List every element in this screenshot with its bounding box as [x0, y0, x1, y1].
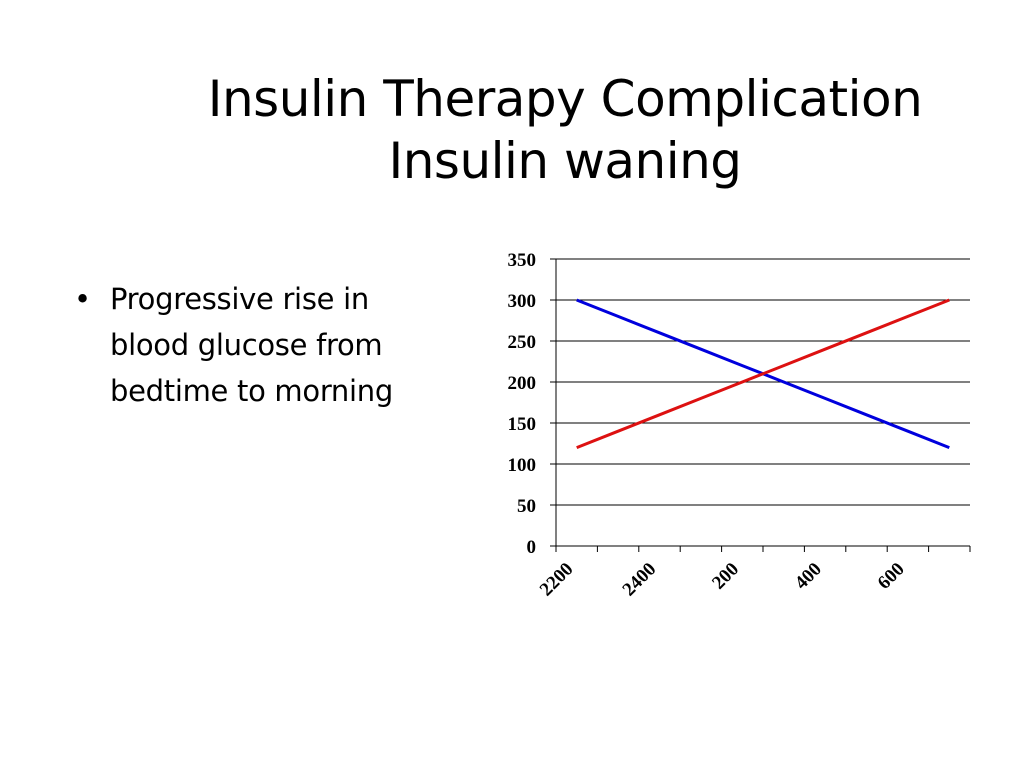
- bullet-text: Progressive rise in blood glucose from b…: [110, 282, 393, 408]
- x-tick-label: 600: [874, 559, 909, 594]
- bullet-dot-icon: •: [74, 282, 91, 316]
- y-tick-label: 100: [508, 455, 537, 476]
- y-tick-label: 250: [508, 332, 537, 353]
- title-line-1: Insulin Therapy Complication: [207, 70, 923, 128]
- x-tick-label: 200: [708, 559, 743, 594]
- x-tick-label: 400: [791, 559, 826, 594]
- bullet-item: • Progressive rise in blood glucose from…: [74, 276, 454, 414]
- bullet-list: • Progressive rise in blood glucose from…: [74, 276, 454, 414]
- y-tick-label: 150: [508, 414, 537, 435]
- x-tick-labels: 2200 2400 200 400 600: [536, 559, 909, 601]
- slide-title: Insulin Therapy Complication Insulin wan…: [130, 68, 1000, 192]
- y-tick-label: 300: [508, 291, 537, 312]
- chart-gridlines: [556, 258, 970, 506]
- y-tick-label: 0: [527, 537, 537, 558]
- title-line-2: Insulin waning: [388, 132, 742, 190]
- y-tick-label: 200: [508, 373, 537, 394]
- chart-axes: [550, 258, 971, 552]
- y-tick-labels: 0 50 100 150 200 250 300 350: [508, 250, 537, 558]
- x-tick-label: 2200: [536, 559, 578, 601]
- x-tick-label: 2400: [619, 559, 661, 601]
- y-tick-label: 50: [517, 496, 536, 517]
- series-line-2: [576, 298, 950, 449]
- chart-series: [576, 298, 950, 449]
- y-tick-label: 350: [508, 250, 537, 271]
